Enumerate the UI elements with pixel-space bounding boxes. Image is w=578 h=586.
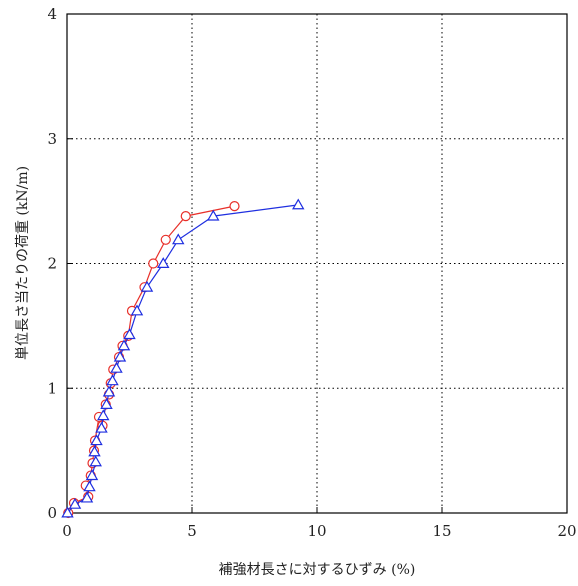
series-group xyxy=(61,198,305,519)
series-2-point xyxy=(97,409,110,421)
series-2-point xyxy=(130,304,144,316)
series-2-point xyxy=(88,445,101,457)
series-2-point xyxy=(207,209,220,221)
series-2-point xyxy=(106,374,119,386)
series-2-point xyxy=(113,350,127,362)
y-tick-label: 1 xyxy=(47,379,57,397)
x-tick-label: 5 xyxy=(187,522,197,540)
series-2-point xyxy=(61,506,74,518)
x-tick-label: 10 xyxy=(307,522,326,540)
series-2-point xyxy=(85,469,99,481)
series-2-point xyxy=(110,361,123,373)
series-2-point xyxy=(80,491,94,503)
series-2-point xyxy=(117,339,131,351)
series-1-point xyxy=(160,234,171,245)
series-2-point xyxy=(102,385,116,397)
series-2-point xyxy=(95,421,108,433)
x-tick-label: 0 xyxy=(62,522,72,540)
series-2-point xyxy=(83,480,96,492)
x-tick-label: 15 xyxy=(432,522,451,540)
series-2-point xyxy=(140,280,154,292)
grid xyxy=(67,14,567,513)
series-1-point xyxy=(180,210,191,222)
x-axis-title: 補強材長さに対するひずみ (%) xyxy=(219,562,416,578)
y-tick-label: 4 xyxy=(47,5,57,23)
series-1-point xyxy=(229,201,240,212)
series-2-point xyxy=(172,233,185,245)
series-2-point xyxy=(157,257,170,268)
series-2-point xyxy=(89,455,102,467)
series-2-point xyxy=(68,497,82,509)
series-2-point xyxy=(123,328,136,340)
series-2-line xyxy=(67,204,299,514)
series-1-point xyxy=(148,258,159,269)
series-2-point xyxy=(292,198,305,210)
axis-ticks: 0 5 10 15 20 0 1 2 3 4 xyxy=(47,5,576,540)
y-tick-label: 2 xyxy=(47,255,57,273)
y-axis-title: 単位長さ当たりの荷重 (kN/m) xyxy=(15,166,31,360)
series-2-point xyxy=(90,434,103,446)
x-tick-label: 20 xyxy=(557,522,576,540)
y-tick-label: 0 xyxy=(47,504,57,522)
series-2-point xyxy=(100,398,113,409)
y-tick-label: 3 xyxy=(47,130,57,148)
